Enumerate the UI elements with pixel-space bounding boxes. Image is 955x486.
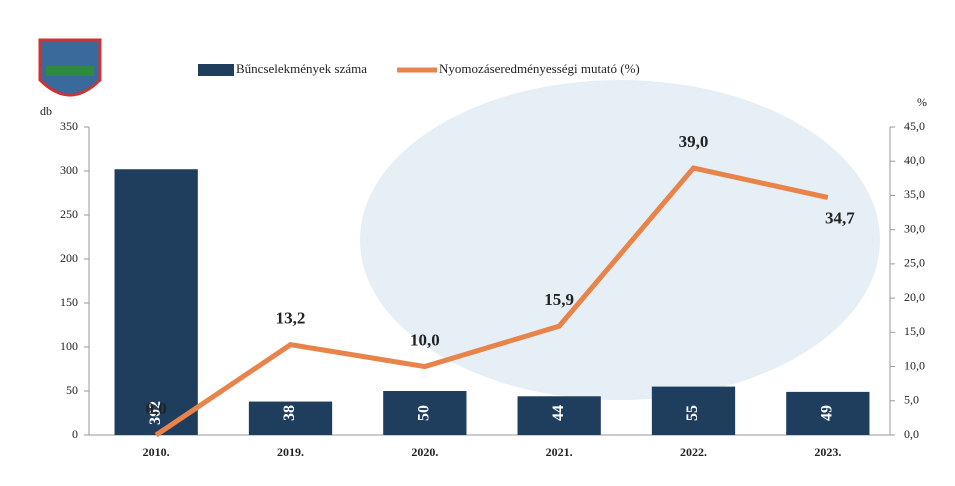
y-tick-label: 250: [60, 207, 78, 221]
logo: [38, 38, 102, 97]
y2-tick-label: 20,0: [904, 290, 925, 304]
bar-value-label: 38: [281, 405, 298, 421]
line-value-label: 13,2: [276, 309, 306, 328]
bar-value-label: 50: [416, 405, 433, 421]
x-tick-label: 2019.: [277, 445, 304, 459]
x-tick-label: 2010.: [143, 445, 170, 459]
line-value-label: 10,0: [410, 330, 440, 349]
y2-tick-label: 35,0: [904, 187, 925, 201]
bar: [114, 169, 198, 436]
y-tick-label: 0: [72, 427, 78, 441]
y-tick-label: 150: [60, 295, 78, 309]
line-value-label: 39,0: [679, 132, 709, 151]
legend-swatch: [198, 64, 234, 76]
x-tick-label: 2023.: [814, 445, 841, 459]
y2-tick-label: 40,0: [904, 153, 925, 167]
y-tick-label: 200: [60, 251, 78, 265]
x-tick-label: 2022.: [680, 445, 707, 459]
background-photo: [360, 80, 880, 400]
y-tick-label: 350: [60, 119, 78, 133]
line-value-label: 0,0: [146, 399, 167, 418]
y2-tick-label: 45,0: [904, 119, 925, 133]
bar: [651, 386, 736, 435]
bar-value-label: 49: [819, 405, 836, 421]
bar-value-label: 44: [550, 405, 567, 421]
y2-tick-label: 0,0: [904, 427, 919, 441]
y2-tick-label: 5,0: [904, 393, 919, 407]
bar-value-label: 302: [147, 401, 164, 425]
y2-tick-label: 15,0: [904, 324, 925, 338]
legend-label: Bűncselekmények száma: [236, 61, 367, 76]
y2-tick-label: 30,0: [904, 221, 925, 235]
y-axis-label: db: [40, 104, 52, 118]
y-tick-label: 100: [60, 339, 78, 353]
x-tick-label: 2020.: [411, 445, 438, 459]
y2-axis-label: %: [917, 95, 927, 109]
bar-value-label: 55: [684, 405, 701, 421]
legend-label: Nyomozáseredményességi mutató (%): [439, 61, 640, 76]
x-tick-label: 2021.: [546, 445, 573, 459]
line-value-label: 34,7: [825, 208, 855, 227]
line: [154, 165, 829, 438]
bar: [248, 401, 333, 435]
line-value-label: 15,9: [544, 290, 574, 309]
bar: [383, 391, 467, 435]
y-tick-label: 50: [66, 383, 78, 397]
y2-tick-label: 25,0: [904, 256, 925, 270]
bar: [517, 396, 601, 435]
y2-tick-label: 10,0: [904, 358, 925, 372]
bar: [786, 391, 870, 435]
y-tick-label: 300: [60, 163, 78, 177]
